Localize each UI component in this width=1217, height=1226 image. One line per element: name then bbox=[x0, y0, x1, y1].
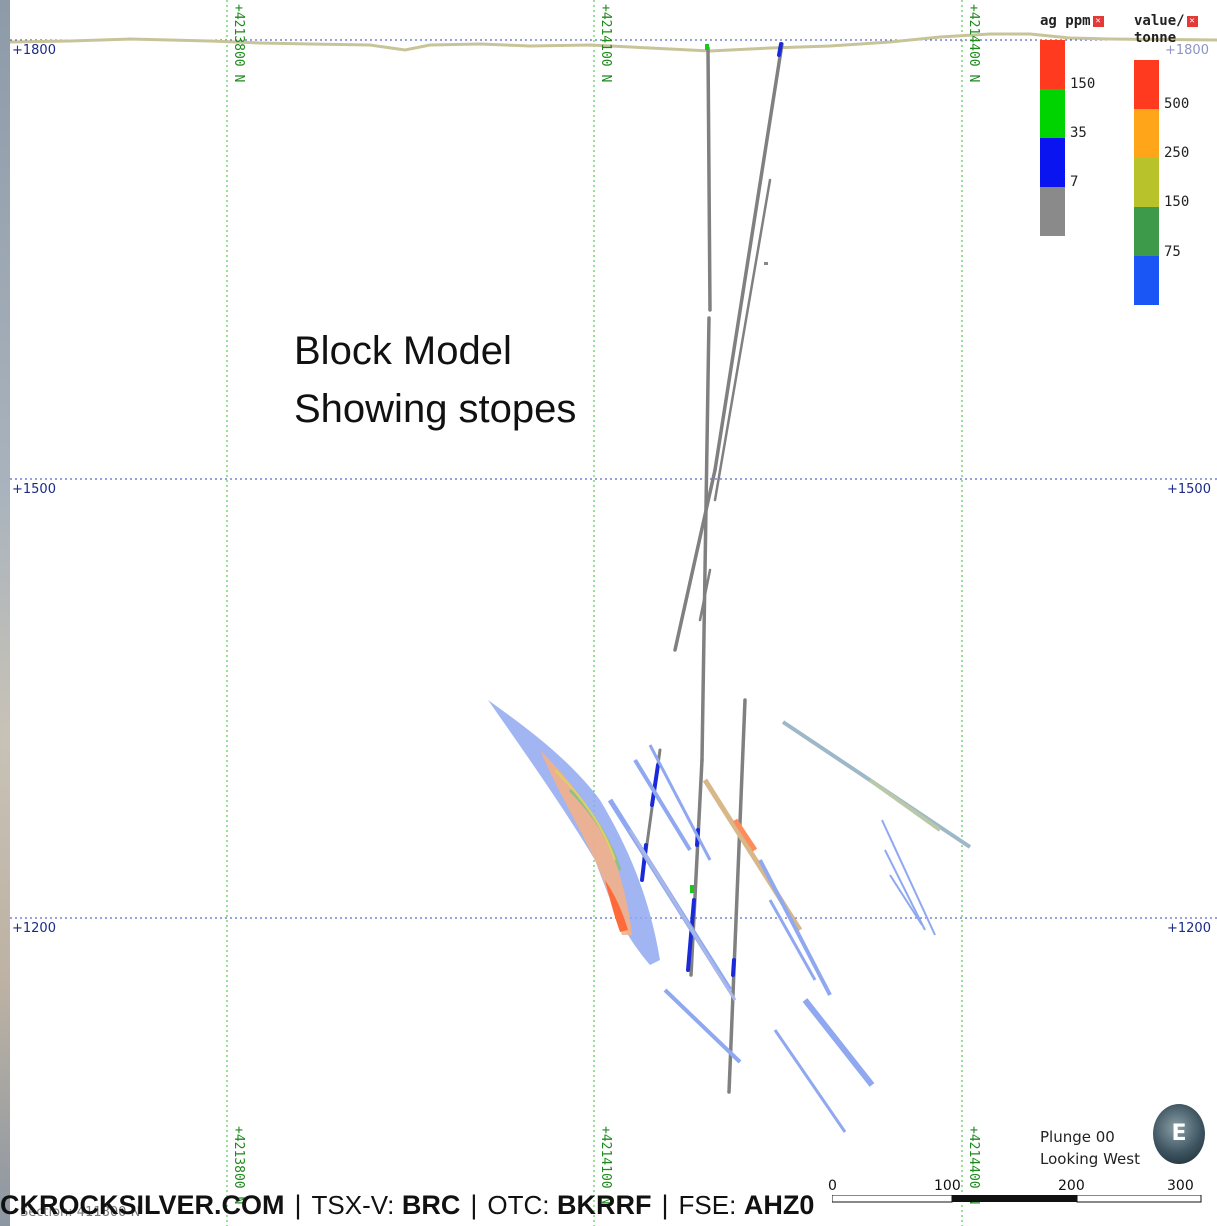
window-frame-left bbox=[0, 0, 10, 1226]
topography-surface bbox=[10, 32, 1217, 53]
stopes bbox=[488, 700, 972, 1133]
stope-10 bbox=[802, 998, 875, 1087]
drill-holes bbox=[640, 42, 784, 1094]
assay-intervals bbox=[640, 42, 783, 977]
footer-separator-3: | bbox=[661, 1190, 669, 1220]
legend-ag-colorbar bbox=[1040, 40, 1065, 236]
northing-label-top-4213800: +4213800 N bbox=[231, 4, 246, 83]
footer-tsx-value: BRC bbox=[401, 1190, 461, 1220]
block-model-annotation: Block Model Showing stopes bbox=[294, 322, 576, 438]
northing-label-top-4214100: +4214100 N bbox=[598, 4, 613, 83]
compass-icon[interactable]: E bbox=[1153, 1104, 1205, 1164]
drill-hole-2-lower bbox=[673, 468, 717, 652]
plunge-label: Plunge 00 bbox=[1040, 1128, 1115, 1146]
legend-value-tick-75: 75 bbox=[1164, 244, 1181, 260]
legend-value-swatch-1 bbox=[1134, 60, 1159, 109]
legend-value-swatch-5 bbox=[1134, 256, 1159, 305]
view-orientation: Plunge 00 Looking West bbox=[1040, 1126, 1140, 1170]
stope-main-high bbox=[605, 880, 628, 932]
stope-main bbox=[488, 700, 660, 965]
drill-hole-1-lower bbox=[689, 758, 704, 977]
drill-hole-2-upper bbox=[713, 42, 784, 472]
legend-value-swatch-3 bbox=[1134, 158, 1159, 207]
scale-label-100: 100 bbox=[934, 1178, 961, 1194]
legend-ag-swatch-3 bbox=[1040, 138, 1065, 187]
elevation-label-1200-right: +1200 bbox=[1167, 921, 1211, 936]
stope-14 bbox=[884, 849, 926, 931]
scale-label-200: 200 bbox=[1058, 1178, 1085, 1194]
section-caption: Section: 411800 N bbox=[20, 1205, 141, 1220]
northing-label-top-4214400: +4214400 N bbox=[966, 4, 981, 83]
footer-website[interactable]: CKROCKSILVER.COM bbox=[0, 1190, 285, 1220]
legend-value-tick-150: 150 bbox=[1164, 194, 1190, 210]
footer-tsx-label: TSX-V: bbox=[311, 1190, 395, 1220]
legend-value-colorbar bbox=[1134, 60, 1159, 305]
northing-label-bottom-4214400: +4214400 N bbox=[966, 1126, 981, 1205]
legend-ag-tick-35: 35 bbox=[1070, 125, 1087, 141]
scale-label-0: 0 bbox=[828, 1178, 837, 1194]
stope-9 bbox=[663, 988, 742, 1064]
scale-bar bbox=[832, 1195, 1202, 1203]
cross-section-canvas[interactable] bbox=[10, 0, 1217, 1226]
footer-otc-label: OTC: bbox=[487, 1190, 550, 1220]
drill-hole-3-upper bbox=[713, 178, 772, 502]
stope-6-high bbox=[732, 818, 758, 852]
elevation-label-1500-left: +1500 bbox=[12, 482, 56, 497]
legend-value-tick-250: 250 bbox=[1164, 145, 1190, 161]
stope-11 bbox=[773, 1029, 847, 1133]
legend-value-close-icon[interactable]: ✕ bbox=[1186, 16, 1198, 27]
legend-ag-tick-150: 150 bbox=[1070, 76, 1096, 92]
legend-value-title: value/✕ tonne bbox=[1134, 13, 1198, 47]
elevation-label-1800-right: +1800 bbox=[1165, 43, 1209, 58]
drill-hole-4 bbox=[727, 698, 747, 1094]
scale-label-300: 300 bbox=[1167, 1178, 1194, 1194]
legend-value-tick-500: 500 bbox=[1164, 96, 1190, 112]
legend-ag-title: ag ppm ✕ bbox=[1040, 13, 1104, 30]
drill-hole-marker bbox=[764, 262, 768, 265]
footer-separator-1: | bbox=[294, 1190, 302, 1220]
elevation-label-1800-left: +1800 bbox=[12, 43, 56, 58]
stope-3 bbox=[648, 744, 712, 861]
footer-fse-label: FSE: bbox=[678, 1190, 737, 1220]
stope-12-green bbox=[868, 778, 942, 832]
drill-hole-3-fragment bbox=[698, 568, 712, 622]
stope-5 bbox=[628, 829, 737, 1001]
legend-ag-close-icon[interactable]: ✕ bbox=[1092, 16, 1104, 27]
legend-ag-swatch-2 bbox=[1040, 89, 1065, 138]
stope-main-yellow bbox=[554, 769, 616, 861]
footer-banner: CKROCKSILVER.COM | TSX-V: BRC | OTC: BKRRF | F… bbox=[0, 1190, 814, 1221]
legend-ag-tick-7: 7 bbox=[1070, 174, 1079, 190]
legend-ag-swatch-4 bbox=[1040, 187, 1065, 236]
elevation-label-1500-right: +1500 bbox=[1167, 482, 1211, 497]
legend-ag-title-text: ag ppm bbox=[1040, 13, 1091, 29]
annotation-line-1: Block Model bbox=[294, 329, 512, 373]
elevation-label-1200-left: +1200 bbox=[12, 921, 56, 936]
legend-value-swatch-4 bbox=[1134, 207, 1159, 256]
legend-value-title-line2: tonne bbox=[1134, 30, 1177, 46]
looking-direction-label: Looking West bbox=[1040, 1150, 1140, 1168]
footer-fse-value: AHZ0 bbox=[743, 1190, 815, 1220]
stope-8 bbox=[768, 899, 817, 981]
footer-otc-value: BKRRF bbox=[557, 1190, 652, 1220]
stope-2 bbox=[633, 758, 692, 852]
annotation-line-2: Showing stopes bbox=[294, 387, 577, 431]
section-viewport[interactable]: +1800 +1500 +1200 +1800 +1500 +1200 +421… bbox=[10, 0, 1217, 1226]
legend-ag-swatch-1 bbox=[1040, 40, 1065, 89]
footer-separator-2: | bbox=[470, 1190, 478, 1220]
stope-13 bbox=[881, 819, 936, 936]
legend-value-title-line1: value/ bbox=[1134, 13, 1185, 29]
stope-7 bbox=[758, 859, 832, 996]
legend-value-swatch-2 bbox=[1134, 109, 1159, 158]
drill-hole-1-upper bbox=[706, 46, 712, 312]
drill-hole-1-middle bbox=[700, 316, 711, 762]
stope-15 bbox=[889, 874, 923, 926]
